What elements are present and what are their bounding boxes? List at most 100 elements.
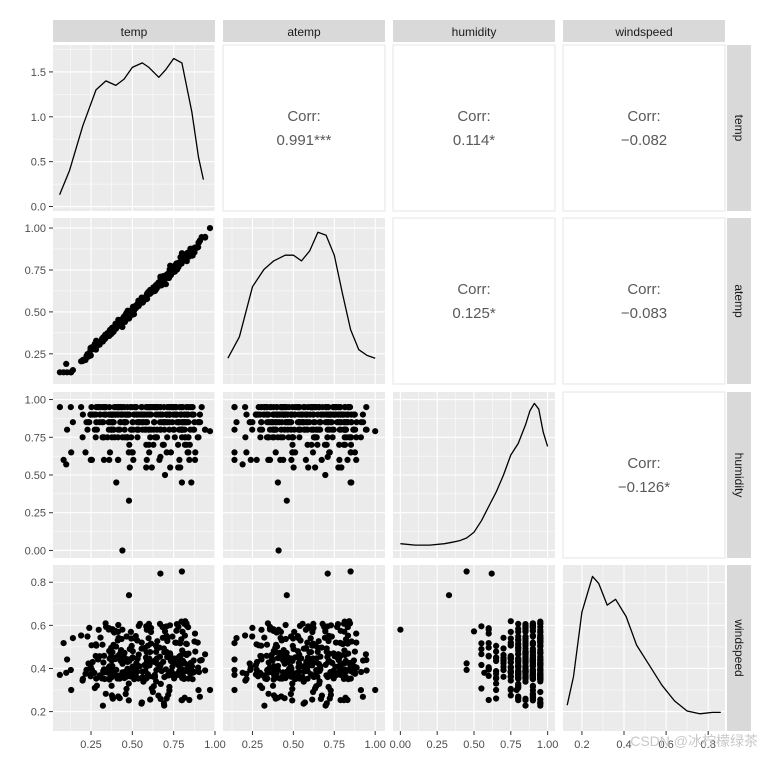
scatter-point (56, 671, 64, 679)
scatter-point (163, 449, 170, 456)
scatter-point (493, 675, 500, 682)
scatter-point (253, 641, 260, 648)
scatter-point (529, 671, 537, 678)
scatter-point (108, 426, 115, 433)
scatter-point (300, 645, 307, 652)
scatter-point (206, 428, 214, 435)
x-tick-label-humidity: 1.00 (537, 739, 558, 751)
scatter-point (157, 404, 164, 411)
y-tick-label-windspeed: 0.2 (31, 707, 46, 719)
scatter-point (327, 622, 335, 629)
scatter-point (339, 641, 346, 648)
scatter-point (148, 464, 155, 471)
scatter-point (100, 456, 108, 463)
scatter-point (143, 663, 150, 670)
scatter-point (161, 628, 169, 635)
strip-label-windspeed: windspeed (614, 25, 672, 39)
scatter-point (325, 419, 332, 426)
scatter-point (161, 471, 169, 479)
scatter-point (145, 404, 152, 411)
scatter-point (493, 642, 500, 650)
scatter-point (359, 693, 366, 700)
scatter-point (112, 323, 119, 330)
scatter-point (178, 250, 185, 257)
scatter-point (249, 426, 256, 433)
scatter-point (478, 623, 485, 630)
panel-temp-temp-background (53, 45, 215, 211)
scatter-point (263, 404, 270, 411)
scatter-point (316, 668, 323, 675)
scatter-point (87, 411, 94, 418)
scatter-point (189, 404, 196, 411)
scatter-point (310, 624, 317, 632)
scatter-point (195, 419, 203, 426)
scatter-point (289, 449, 296, 456)
scatter-point (347, 449, 354, 456)
scatter-point (102, 690, 109, 697)
strip-right-atemp (727, 218, 751, 384)
scatter-point (100, 659, 107, 666)
scatter-point (316, 419, 323, 426)
scatter-point (186, 456, 193, 463)
scatter-point (134, 655, 141, 662)
scatter-point (257, 682, 264, 689)
panel-atemp-windspeed-corr-value: −0.083 (621, 305, 667, 322)
scatter-point (191, 638, 198, 645)
scatter-point (363, 667, 370, 674)
scatter-point (283, 404, 290, 411)
scatter-point (347, 441, 355, 448)
scatter-point (507, 687, 514, 694)
scatter-point (347, 568, 354, 575)
scatter-point (136, 620, 143, 627)
scatter-point (127, 628, 134, 636)
scatter-point (507, 642, 514, 649)
y-tick-label-windspeed: 0.8 (31, 577, 46, 589)
scatter-point (158, 282, 165, 289)
scatter-point (196, 693, 203, 700)
scatter-point (264, 675, 271, 682)
scatter-point (188, 479, 195, 486)
scatter-point (478, 651, 485, 658)
scatter-point (305, 464, 312, 471)
scatter-point (195, 239, 203, 246)
scatter-point (102, 404, 109, 411)
scatter-point (185, 675, 192, 682)
scatter-point (98, 675, 106, 682)
scatter-point (478, 661, 485, 669)
scatter-point (529, 657, 537, 664)
scatter-point (340, 660, 347, 667)
scatter-point (276, 411, 283, 418)
scatter-point (102, 334, 109, 341)
scatter-point (106, 676, 113, 683)
panel-temp-atemp-corr-label: Corr: (287, 108, 320, 125)
scatter-point (176, 456, 183, 463)
scatter-point (105, 664, 112, 671)
scatter-point (130, 456, 137, 463)
scatter-point (276, 419, 283, 426)
scatter-point (537, 696, 544, 703)
scatter-point (322, 628, 329, 635)
panel-temp-atemp-corr-value: 0.991*** (276, 132, 331, 149)
strip-top-temp (53, 20, 215, 42)
scatter-point (258, 642, 265, 649)
scatter-point (266, 426, 274, 433)
scatter-point (134, 419, 141, 426)
scatter-point (186, 696, 193, 704)
scatter-point (372, 686, 379, 694)
scatter-point (176, 426, 183, 433)
scatter-point (231, 404, 238, 411)
scatter-point (317, 653, 324, 660)
scatter-point (270, 434, 278, 441)
x-tick-label-temp: 0.50 (122, 739, 143, 751)
scatter-point (300, 700, 307, 707)
scatter-point (335, 464, 342, 471)
scatter-point (173, 639, 180, 646)
scatter-point (119, 319, 126, 326)
scatter-point (176, 260, 183, 267)
scatter-point (537, 618, 544, 625)
strip-label-right-atemp: atemp (732, 284, 746, 318)
scatter-point (178, 697, 185, 704)
scatter-point (88, 404, 95, 411)
scatter-point (157, 695, 164, 703)
scatter-point (138, 419, 145, 426)
